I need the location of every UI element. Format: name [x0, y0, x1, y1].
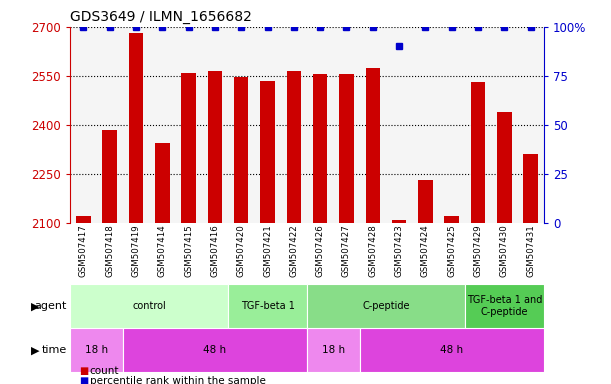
Text: ▶: ▶	[31, 301, 39, 311]
Bar	[524, 154, 538, 223]
Text: 18 h: 18 h	[85, 345, 108, 356]
Bar	[339, 74, 354, 223]
Text: GSM507421: GSM507421	[263, 224, 272, 277]
Bar	[365, 68, 380, 223]
Text: GSM507422: GSM507422	[290, 224, 298, 277]
Text: GDS3649 / ILMN_1656682: GDS3649 / ILMN_1656682	[70, 10, 252, 25]
Bar	[307, 328, 360, 372]
Bar	[392, 220, 406, 223]
Text: GSM507415: GSM507415	[184, 224, 193, 277]
Bar	[287, 71, 301, 223]
Bar	[471, 83, 485, 223]
Bar	[234, 78, 249, 223]
Text: agent: agent	[35, 301, 67, 311]
Text: 48 h: 48 h	[203, 345, 227, 356]
Text: GSM507428: GSM507428	[368, 224, 378, 277]
Text: GSM507431: GSM507431	[526, 224, 535, 277]
Text: GSM507420: GSM507420	[236, 224, 246, 277]
Bar	[360, 328, 544, 372]
Text: GSM507418: GSM507418	[105, 224, 114, 277]
Bar	[76, 216, 90, 223]
Bar	[228, 284, 307, 328]
Text: GSM507429: GSM507429	[474, 224, 483, 276]
Bar	[208, 71, 222, 223]
Text: count: count	[90, 366, 119, 376]
Text: GSM507427: GSM507427	[342, 224, 351, 277]
Text: 48 h: 48 h	[440, 345, 463, 356]
Bar	[70, 284, 228, 328]
Text: GSM507424: GSM507424	[421, 224, 430, 277]
Text: TGF-beta 1: TGF-beta 1	[241, 301, 295, 311]
Text: C-peptide: C-peptide	[362, 301, 410, 311]
Text: ■: ■	[79, 376, 89, 384]
Bar	[129, 33, 143, 223]
Bar	[103, 130, 117, 223]
Text: GSM507425: GSM507425	[447, 224, 456, 277]
Text: ▶: ▶	[31, 345, 39, 356]
Bar	[307, 284, 465, 328]
Bar	[155, 143, 170, 223]
Bar	[313, 74, 327, 223]
Bar	[465, 284, 544, 328]
Text: TGF-beta 1 and
C-peptide: TGF-beta 1 and C-peptide	[467, 295, 542, 317]
Text: time: time	[42, 345, 67, 356]
Bar	[123, 328, 307, 372]
Text: GSM507430: GSM507430	[500, 224, 509, 277]
Text: percentile rank within the sample: percentile rank within the sample	[90, 376, 266, 384]
Bar	[70, 328, 123, 372]
Bar	[497, 112, 511, 223]
Text: GSM507416: GSM507416	[210, 224, 219, 277]
Text: control: control	[133, 301, 166, 311]
Bar	[260, 81, 275, 223]
Text: GSM507426: GSM507426	[316, 224, 324, 277]
Text: GSM507417: GSM507417	[79, 224, 88, 277]
Bar	[444, 216, 459, 223]
Bar	[418, 180, 433, 223]
Text: ■: ■	[79, 366, 89, 376]
Text: GSM507423: GSM507423	[395, 224, 404, 277]
Text: GSM507419: GSM507419	[131, 224, 141, 276]
Text: GSM507414: GSM507414	[158, 224, 167, 277]
Bar	[181, 73, 196, 223]
Text: 18 h: 18 h	[322, 345, 345, 356]
